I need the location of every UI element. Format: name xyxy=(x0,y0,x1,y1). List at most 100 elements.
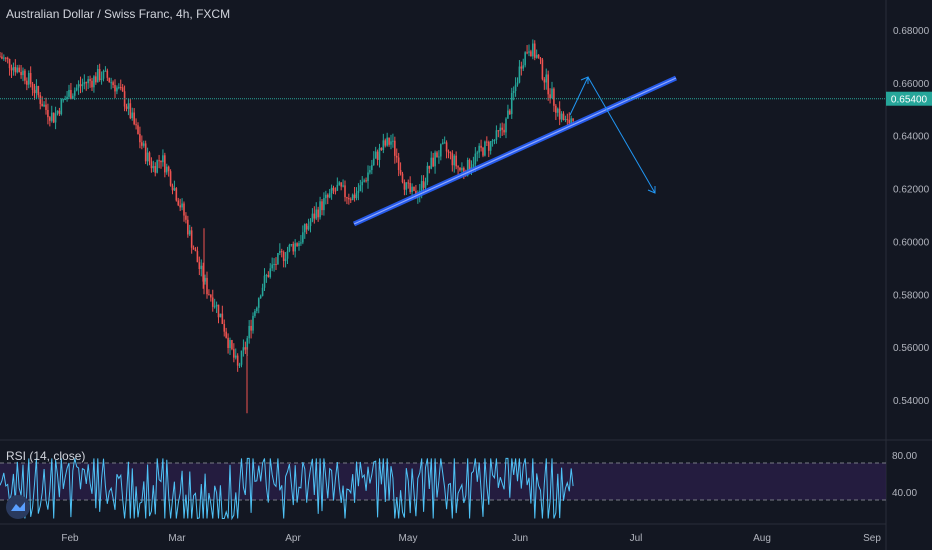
candle-body xyxy=(238,364,241,366)
candle-body xyxy=(37,85,40,96)
candle-body xyxy=(340,182,342,187)
candle-body xyxy=(344,185,346,198)
candle-body xyxy=(438,156,440,158)
candle-body xyxy=(190,230,193,248)
arrow-down-drawing[interactable] xyxy=(587,76,656,194)
candle-body xyxy=(359,185,362,191)
candle-body xyxy=(208,294,210,296)
candle-body xyxy=(236,355,239,366)
candle-body xyxy=(323,198,325,211)
candle-body xyxy=(512,90,515,93)
candle-body xyxy=(54,113,57,123)
candle-body xyxy=(420,181,423,191)
candle-body xyxy=(188,230,191,235)
candle-body xyxy=(296,243,298,247)
candle-body xyxy=(390,141,392,145)
candle-body xyxy=(556,108,559,113)
candle-body xyxy=(302,232,304,243)
candle-body xyxy=(27,72,30,85)
time-tick-label: Feb xyxy=(61,533,79,544)
candle-body xyxy=(325,194,327,199)
tradingview-logo-icon[interactable] xyxy=(6,495,30,519)
candle-body xyxy=(221,313,224,324)
candle-body xyxy=(261,287,264,296)
candles-layer xyxy=(0,39,574,414)
candle-body xyxy=(528,51,530,53)
candle-body xyxy=(549,94,551,99)
price-tick-label: 0.64000 xyxy=(893,132,930,143)
candle-body xyxy=(432,157,434,167)
candle-body xyxy=(175,188,178,201)
candle-body xyxy=(64,99,66,101)
candle-body xyxy=(72,95,74,99)
rsi-indicator-label[interactable]: RSI (14, close) xyxy=(6,449,86,463)
candle-body xyxy=(280,251,283,253)
time-tick-label: May xyxy=(399,533,418,544)
price-tick-label: 0.56000 xyxy=(893,343,930,354)
candle-body xyxy=(137,125,139,134)
candle-body xyxy=(183,203,185,216)
candle-body xyxy=(77,84,80,88)
candle-body xyxy=(227,337,229,348)
candle-body xyxy=(187,219,189,235)
candle-body xyxy=(240,350,243,365)
candle-body xyxy=(60,99,63,115)
candle-body xyxy=(173,188,176,191)
candle-body xyxy=(516,82,519,85)
chart-title: Australian Dollar / Swiss Franc, 4h, FXC… xyxy=(6,7,231,21)
candle-body xyxy=(361,181,364,186)
candle-body xyxy=(353,194,356,199)
candle-body xyxy=(288,245,291,252)
candle-body xyxy=(35,85,38,94)
candle-body xyxy=(267,275,270,278)
price-tick-label: 0.60000 xyxy=(893,237,930,248)
candle-body xyxy=(300,242,302,244)
current-price-tag: 0.65400 xyxy=(886,91,932,106)
candle-body xyxy=(202,265,204,282)
arrow-up-drawing[interactable] xyxy=(569,76,589,116)
candle-body xyxy=(89,79,91,81)
candle-body xyxy=(286,251,289,259)
candle-body xyxy=(192,247,195,250)
candle-body xyxy=(119,87,122,89)
candle-body xyxy=(371,165,373,171)
candle-body xyxy=(367,172,369,182)
candle-body xyxy=(110,82,112,84)
candle-body xyxy=(171,185,174,191)
candle-body xyxy=(445,142,448,152)
candle-body xyxy=(1,56,3,59)
candle-body xyxy=(87,79,89,84)
candle-body xyxy=(271,264,273,269)
candle-body xyxy=(158,160,160,162)
candle-body xyxy=(440,144,442,157)
candle-body xyxy=(397,157,400,170)
candle-body xyxy=(384,140,387,146)
candle-body xyxy=(233,349,235,358)
candle-body xyxy=(56,110,59,114)
candle-body xyxy=(231,340,233,350)
candle-body xyxy=(100,78,103,80)
candle-body xyxy=(284,258,287,262)
candle-body xyxy=(315,209,318,219)
candle-body xyxy=(125,106,128,109)
candle-body xyxy=(334,190,337,192)
candle-body xyxy=(482,147,484,156)
candle-body xyxy=(526,52,528,54)
candle-body xyxy=(486,141,488,143)
candle-body xyxy=(144,143,147,162)
trendline-drawing[interactable] xyxy=(352,75,678,227)
candle-body xyxy=(211,297,214,307)
candle-body xyxy=(14,66,17,73)
candle-body xyxy=(257,298,260,308)
candle-body xyxy=(269,268,272,278)
candle-body xyxy=(204,277,206,282)
candle-body xyxy=(399,169,402,174)
candle-body xyxy=(328,193,331,198)
candle-body xyxy=(351,194,354,201)
candle-body xyxy=(131,112,134,119)
candle-body xyxy=(369,170,371,173)
candle-body xyxy=(489,141,492,151)
candle-body xyxy=(558,108,561,120)
candle-body xyxy=(33,89,36,94)
